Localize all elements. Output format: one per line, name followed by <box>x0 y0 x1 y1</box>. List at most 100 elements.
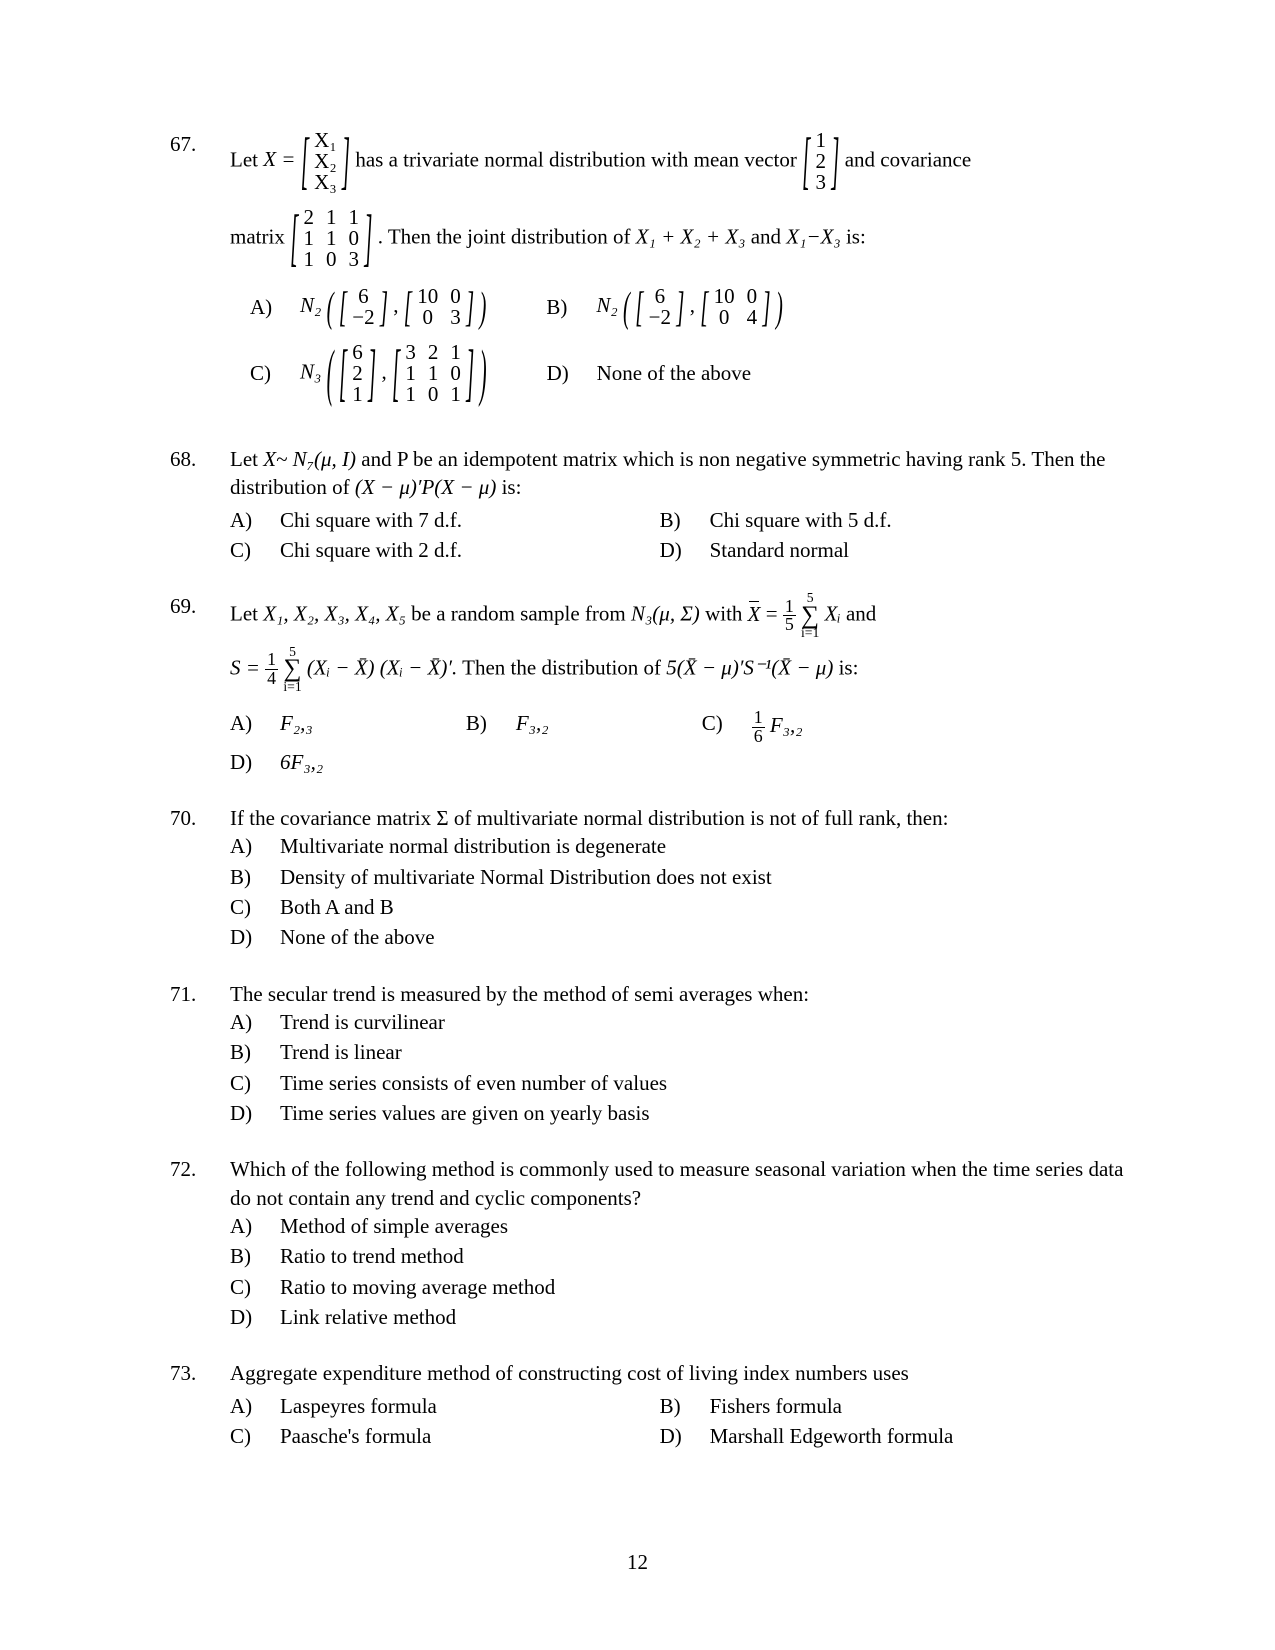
sigma-icon: ∑ <box>801 605 819 628</box>
cell: 0 <box>417 307 438 328</box>
cell: 10 <box>417 286 438 307</box>
math: [ 211 110 103 ] <box>290 224 378 248</box>
stem-text: and <box>846 602 876 626</box>
bracket-right: ] <box>762 279 770 336</box>
bracket-right: ] <box>368 331 376 416</box>
question-stem-line2: matrix [ 211 110 103 ] . Then the joint … <box>230 207 1125 270</box>
option-label: A) <box>230 832 280 860</box>
stem-text: Let <box>230 447 263 471</box>
summation: 5∑i=1 <box>283 646 301 693</box>
option-A: A)Chi square with 7 d.f. <box>230 506 660 534</box>
cell: 6 <box>358 286 369 307</box>
math: X₁, X₂, X₃, X₄, X₅ <box>263 602 406 626</box>
option-text: Both A and B <box>280 893 394 921</box>
option-C: C)Time series consists of even number of… <box>230 1069 1125 1097</box>
option-D: D) Time series values are given on yearl… <box>230 1099 1125 1127</box>
cell: 1 <box>428 363 439 384</box>
numerator: 1 <box>265 651 278 670</box>
vector-X: X₁ X₂ X₃ <box>314 130 337 193</box>
denominator: 5 <box>783 616 796 634</box>
bracket-right: ] <box>364 196 372 281</box>
cell: 3 <box>405 342 416 363</box>
math-text: N₂ <box>300 293 321 317</box>
fraction: 15 <box>783 598 796 635</box>
option-D: D)6F₃,₂ <box>230 748 409 776</box>
cell: 1 <box>326 207 337 228</box>
question-number: 73. <box>170 1359 230 1452</box>
cell: 1 <box>405 363 416 384</box>
stem-text: and covariance <box>845 147 972 171</box>
option-text: Link relative method <box>280 1303 456 1331</box>
cell: 1 <box>304 228 315 249</box>
cell: 0 <box>428 384 439 405</box>
option-D: D)Marshall Edgeworth formula <box>660 1422 1090 1450</box>
option-C: C)Paasche's formula <box>230 1422 660 1450</box>
bracket-right: ] <box>466 279 474 336</box>
option-text: Density of multivariate Normal Distribut… <box>280 863 772 891</box>
option-B: B)F₃,₂ <box>466 709 672 746</box>
fraction: 16 <box>752 709 765 746</box>
option-label: C) <box>230 893 280 921</box>
page-number: 12 <box>0 1550 1275 1575</box>
denominator: 6 <box>752 728 765 746</box>
option-B: B)Density of multivariate Normal Distrib… <box>230 863 1125 891</box>
question-body: If the covariance matrix Σ of multivaria… <box>230 804 1125 954</box>
option-text: Chi square with 2 d.f. <box>280 536 462 564</box>
bracket-right: ] <box>466 331 474 416</box>
cell: 2 <box>428 342 439 363</box>
math: X~ N₇(μ, I) <box>263 447 356 471</box>
stem-text: Let <box>230 147 263 171</box>
question-body: The secular trend is measured by the met… <box>230 980 1125 1130</box>
math: Xᵢ <box>825 602 841 626</box>
stem-text: is: <box>846 224 866 248</box>
cell: 2 <box>816 151 827 172</box>
question-71: 71. The secular trend is measured by the… <box>170 980 1125 1130</box>
cell: 1 <box>326 228 337 249</box>
cell: 4 <box>747 307 758 328</box>
bracket-right: ] <box>676 279 684 336</box>
option-A: A)Laspeyres formula <box>230 1392 660 1420</box>
option-row: A) N₂ ( [ 6 −2 ] , [ 100 <box>230 286 1125 342</box>
option-C: C)Chi square with 2 d.f. <box>230 536 660 564</box>
cell: X₁ <box>314 130 337 151</box>
option-text: 6F₃,₂ <box>280 748 323 776</box>
option-text: Chi square with 5 d.f. <box>710 506 892 534</box>
bracket-right: ] <box>342 119 350 204</box>
cell: 1 <box>349 207 360 228</box>
cell: 0 <box>747 286 758 307</box>
option-label: A) <box>230 1392 280 1420</box>
option-label: D) <box>230 748 280 776</box>
question-number: 70. <box>170 804 230 954</box>
stem-text: Then the distribution of <box>462 655 666 679</box>
question-body: Which of the following method is commonl… <box>230 1155 1125 1333</box>
cell: 0 <box>326 249 337 270</box>
option-B: B)Fishers formula <box>660 1392 1090 1420</box>
cell: −2 <box>649 307 671 328</box>
option-text: Trend is curvilinear <box>280 1008 445 1036</box>
cell: 1 <box>816 130 827 151</box>
option-label: B) <box>230 863 280 891</box>
cell: 1 <box>405 384 416 405</box>
option-label: B) <box>546 293 596 321</box>
question-number: 68. <box>170 445 230 566</box>
question-stem: If the covariance matrix Σ of multivaria… <box>230 804 1125 832</box>
cell: 1 <box>352 384 363 405</box>
option-text: 16 F₃,₂ <box>752 709 803 746</box>
lower: i=1 <box>801 627 819 639</box>
cov: 100 03 <box>417 286 461 328</box>
cell: 10 <box>714 286 735 307</box>
question-body: Let X~ N₇(μ, I) and P be an idempotent m… <box>230 445 1125 566</box>
cell: X₃ <box>314 172 337 193</box>
option-label: A) <box>230 506 280 534</box>
option-label: D) <box>230 1099 280 1127</box>
question-number: 67. <box>170 130 230 419</box>
option-text: F₃,₂ <box>516 709 549 746</box>
sigma-icon: ∑ <box>284 658 302 681</box>
cov: 100 04 <box>714 286 758 328</box>
cell: 1 <box>450 342 461 363</box>
option-text: Ratio to moving average method <box>280 1273 555 1301</box>
option-A: A) N₂ ( [ 6 −2 ] , [ 100 <box>250 286 486 328</box>
option-B: B) N₂ ( [ 6 −2 ] , [ 100 <box>546 286 782 328</box>
cell: 3 <box>816 172 827 193</box>
option-A: A)Trend is curvilinear <box>230 1008 1125 1036</box>
